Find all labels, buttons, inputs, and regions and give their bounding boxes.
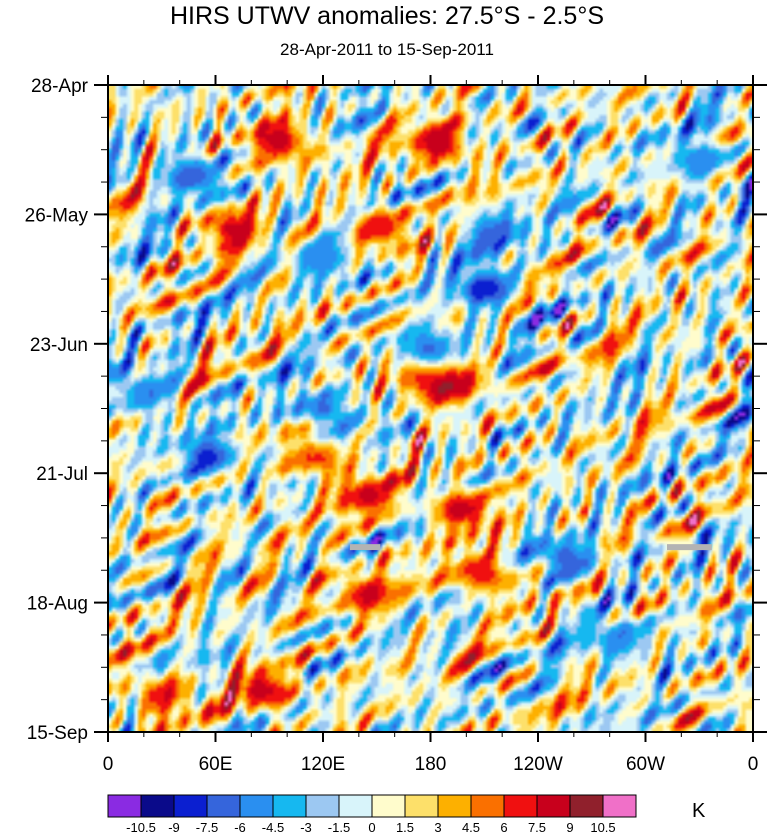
colorbar-swatch [503, 794, 538, 818]
colorbar-swatch [602, 794, 637, 818]
missing-data-0 [349, 544, 381, 551]
colorbar-swatch [470, 794, 505, 818]
colorbar-swatch [404, 794, 439, 818]
colorbar-swatch [569, 794, 604, 818]
colorbar-label: -4.5 [262, 820, 284, 834]
colorbar-label: 3 [434, 820, 441, 834]
missing-data-1 [667, 544, 712, 551]
colorbar-label: -9 [168, 820, 180, 834]
y-tick-label: 28-Apr [31, 76, 89, 97]
colorbar-swatch [437, 794, 472, 818]
colorbar-swatch [305, 794, 340, 818]
x-tick-label: 180 [415, 754, 447, 775]
axes: 0 60E 120E 180 120W 60W 0 28-Apr 26-May 23-Jun 21-… [25, 75, 767, 775]
colorbar: -10.5 -9 -7.5 -6 -4.5 -3 -1.5 0 1.5 3 4.5 6 7.5 9 10.5 [107, 794, 637, 834]
colorbar-swatch [173, 794, 208, 818]
colorbar-label: 4.5 [462, 820, 480, 834]
colorbar-label: 1.5 [396, 820, 414, 834]
plot-area [108, 85, 753, 732]
y-tick-label: 23-Jun [30, 335, 88, 356]
chart-title: HIRS UTWV anomalies: 27.5°S - 2.5°S [169, 2, 605, 30]
colorbar-swatch [140, 794, 175, 818]
x-tick-label: 60W [626, 754, 665, 775]
colorbar-label: -6 [234, 820, 246, 834]
y-tick-label: 26-May [25, 205, 89, 226]
colorbar-label: 6 [500, 820, 507, 834]
colorbar-swatch [371, 794, 406, 818]
chart-subtitle: 28-Apr-2011 to 15-Sep-2011 [280, 40, 494, 59]
colorbar-label: 7.5 [528, 820, 546, 834]
x-tick-label: 0 [103, 754, 114, 775]
colorbar-swatch [239, 794, 274, 818]
colorbar-swatch [206, 794, 241, 818]
colorbar-label: 10.5 [590, 820, 615, 834]
x-tick-label: 60E [199, 754, 233, 775]
colorbar-label: 0 [368, 820, 375, 834]
colorbar-label: -1.5 [328, 820, 350, 834]
y-tick-label: 15-Sep [27, 723, 88, 744]
colorbar-swatch [107, 794, 142, 818]
colorbar-units-label: K [692, 800, 706, 822]
x-tick-label: 120E [301, 754, 345, 775]
colorbar-swatch [272, 794, 307, 818]
anomaly-field [108, 85, 753, 732]
colorbar-label: -10.5 [126, 820, 156, 834]
colorbar-swatch [338, 794, 373, 818]
colorbar-label: -3 [300, 820, 312, 834]
x-tick-label: 120W [513, 754, 563, 775]
colorbar-label: -7.5 [196, 820, 218, 834]
colorbar-label: 9 [566, 820, 573, 834]
x-tick-label: 0 [748, 754, 759, 775]
y-tick-label: 21-Jul [36, 464, 88, 485]
y-tick-label: 18-Aug [27, 594, 88, 615]
colorbar-swatch [536, 794, 571, 818]
